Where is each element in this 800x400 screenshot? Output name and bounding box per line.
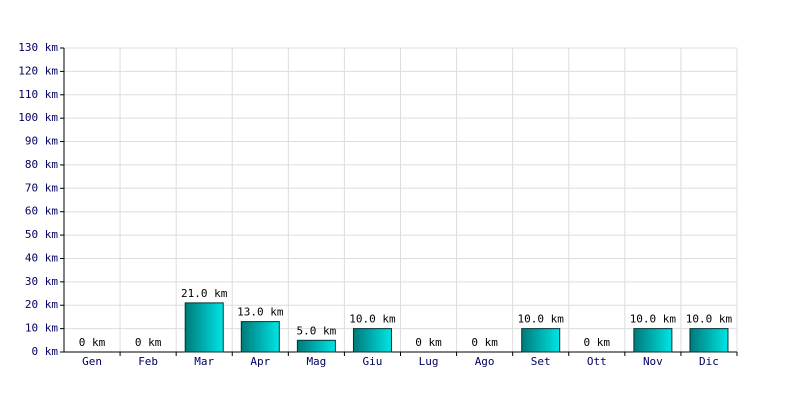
y-tick-label: 60 km xyxy=(25,205,58,218)
y-tick-label: 100 km xyxy=(18,111,58,124)
value-label: 21.0 km xyxy=(181,287,228,300)
value-label: 0 km xyxy=(471,336,498,349)
x-tick-label: Lug xyxy=(419,355,439,368)
y-tick-label: 50 km xyxy=(25,228,58,241)
value-label: 10.0 km xyxy=(630,313,677,326)
y-tick-label: 0 km xyxy=(32,345,59,358)
y-tick-label: 10 km xyxy=(25,322,58,335)
value-label: 0 km xyxy=(415,336,442,349)
bar xyxy=(184,302,224,353)
y-tick-label: 20 km xyxy=(25,298,58,311)
bar xyxy=(240,321,280,353)
x-tick-label: Mag xyxy=(306,355,326,368)
value-label: 5.0 km xyxy=(297,324,337,337)
y-tick-label: 90 km xyxy=(25,135,58,148)
y-tick-label: 70 km xyxy=(25,181,58,194)
value-label: 13.0 km xyxy=(237,306,284,319)
x-tick-label: Ago xyxy=(475,355,495,368)
value-label: 10.0 km xyxy=(518,313,565,326)
bar xyxy=(296,339,336,353)
x-tick-label: Set xyxy=(531,355,551,368)
x-tick-label: Nov xyxy=(643,355,663,368)
x-tick-label: Dic xyxy=(699,355,719,368)
y-tick-label: 40 km xyxy=(25,251,58,264)
x-tick-label: Ott xyxy=(587,355,607,368)
value-label: 0 km xyxy=(135,336,162,349)
value-label: 10.0 km xyxy=(686,313,733,326)
bar xyxy=(689,328,729,353)
x-tick-label: Giu xyxy=(363,355,383,368)
y-tick-label: 30 km xyxy=(25,275,58,288)
x-tick-label: Gen xyxy=(82,355,102,368)
bar xyxy=(521,328,561,353)
y-tick-label: 80 km xyxy=(25,158,58,171)
x-tick-label: Feb xyxy=(138,355,158,368)
y-tick-label: 120 km xyxy=(18,64,58,77)
x-tick-label: Mar xyxy=(194,355,214,368)
bar xyxy=(352,328,392,353)
x-tick-label: Apr xyxy=(250,355,270,368)
y-tick-label: 110 km xyxy=(18,88,58,101)
y-tick-label: 130 km xyxy=(18,41,58,54)
bar xyxy=(633,328,673,353)
value-label: 0 km xyxy=(79,336,106,349)
value-label: 0 km xyxy=(584,336,611,349)
value-label: 10.0 km xyxy=(349,313,396,326)
